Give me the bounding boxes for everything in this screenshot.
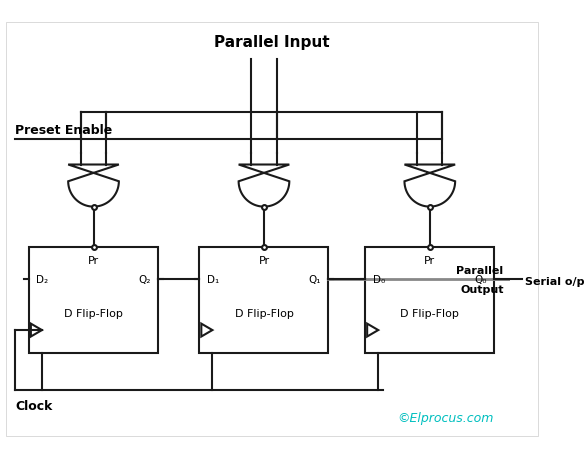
Text: Q₂: Q₂	[139, 274, 151, 285]
Text: Output: Output	[460, 284, 504, 294]
Text: D₁: D₁	[207, 274, 219, 285]
Polygon shape	[68, 165, 119, 207]
Bar	[29, 248, 158, 353]
Text: Q₀: Q₀	[474, 274, 487, 285]
Bar	[200, 248, 329, 353]
Text: Pr: Pr	[88, 256, 99, 266]
Text: Serial o/p: Serial o/p	[525, 276, 584, 286]
Text: Pr: Pr	[424, 256, 436, 266]
Text: D Flip-Flop: D Flip-Flop	[235, 308, 294, 319]
Text: Q₁: Q₁	[309, 274, 321, 285]
Text: Preset Enable: Preset Enable	[15, 123, 113, 137]
Text: D Flip-Flop: D Flip-Flop	[64, 308, 123, 319]
Text: Clock: Clock	[15, 400, 53, 413]
Polygon shape	[404, 165, 455, 207]
Bar	[365, 248, 494, 353]
Polygon shape	[239, 165, 289, 207]
Text: Parallel: Parallel	[456, 265, 504, 275]
Text: D₂: D₂	[36, 274, 49, 285]
Text: D₀: D₀	[373, 274, 385, 285]
Text: ©Elprocus.com: ©Elprocus.com	[397, 411, 494, 425]
Text: Parallel Input: Parallel Input	[214, 34, 329, 50]
Text: Pr: Pr	[258, 256, 269, 266]
Text: D Flip-Flop: D Flip-Flop	[400, 308, 459, 319]
